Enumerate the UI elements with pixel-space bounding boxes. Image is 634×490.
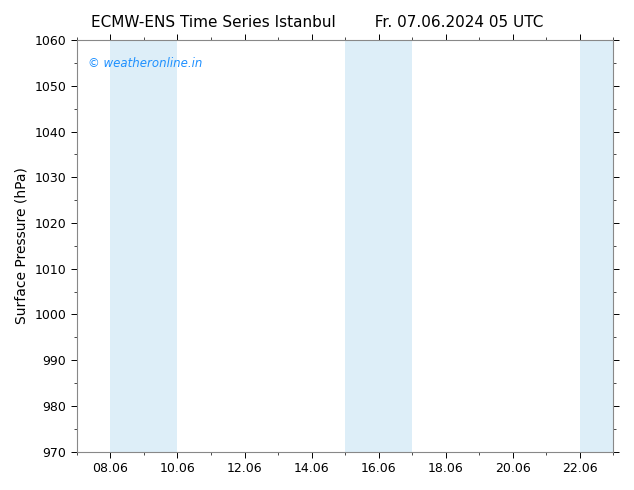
Bar [345, 40, 412, 452]
Bar [110, 40, 178, 452]
Text: ECMW-ENS Time Series Istanbul        Fr. 07.06.2024 05 UTC: ECMW-ENS Time Series Istanbul Fr. 07.06.… [91, 15, 543, 30]
Y-axis label: Surface Pressure (hPa): Surface Pressure (hPa) [15, 168, 29, 324]
Bar [580, 40, 634, 452]
Text: © weatheronline.in: © weatheronline.in [87, 57, 202, 70]
